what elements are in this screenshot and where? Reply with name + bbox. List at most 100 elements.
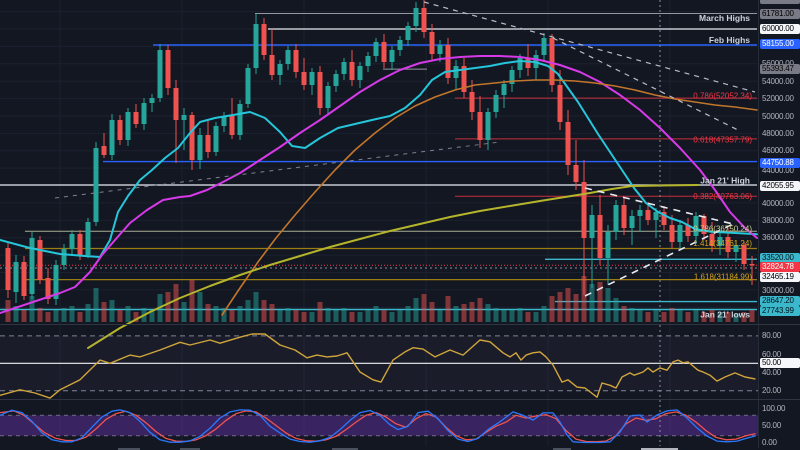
candle-body	[405, 26, 411, 40]
candle-body	[21, 262, 27, 296]
price-tick: 30000.00	[762, 285, 794, 295]
fib-label: 1.414(34761.24)	[693, 239, 752, 248]
volume-bar	[533, 312, 539, 322]
candle-body	[221, 116, 227, 126]
candle-body	[117, 120, 123, 140]
price-level-lines	[0, 13, 757, 311]
time-tick-stub	[553, 448, 571, 450]
price-axis[interactable]: 56000.00 54000.00 52000.00 50000.00 48000.00…	[758, 0, 800, 450]
fib-label: 0.786(52052.34)	[693, 92, 752, 101]
volume-bar	[205, 304, 211, 322]
price-label-box: 32824.78	[760, 261, 800, 272]
volume-bar	[389, 312, 395, 322]
volume-bar	[573, 294, 579, 322]
volume-bar	[93, 288, 99, 322]
candle-body	[133, 112, 139, 124]
volume-bar	[717, 312, 723, 322]
time-axis[interactable]	[0, 448, 800, 450]
volume-bar	[701, 312, 707, 322]
volume-bar	[589, 284, 595, 322]
volume-bar	[565, 288, 571, 322]
trendline[interactable]	[552, 37, 741, 132]
trendline[interactable]	[54, 141, 501, 199]
volume-bar	[77, 312, 83, 322]
candle-body	[197, 135, 203, 160]
volume-bar	[693, 310, 699, 322]
trendline[interactable]	[584, 223, 734, 297]
volume-bar	[477, 298, 483, 322]
trendline[interactable]	[423, 1, 756, 93]
candle-body	[69, 234, 75, 249]
volume-bar	[293, 310, 299, 322]
candle-body	[509, 70, 515, 84]
fib-label: 1.618(31184.99)	[694, 273, 752, 282]
price-label-box: 32465.19	[760, 271, 800, 282]
candle-body	[125, 112, 131, 140]
price-tick: 46000.00	[762, 146, 794, 156]
ma-200-yellow[interactable]	[87, 184, 699, 349]
volume-bar	[101, 302, 107, 322]
side-label: Jan 21' lows	[700, 310, 750, 320]
price-tick: 100.00	[762, 404, 786, 413]
candle-body	[541, 38, 547, 55]
candle-body	[293, 50, 299, 72]
volume-bar	[405, 306, 411, 322]
volume-bar	[749, 310, 755, 322]
candle-body	[421, 8, 427, 32]
ma-100-orange[interactable]	[221, 79, 758, 316]
volume-bar	[85, 304, 91, 322]
price-tick: 44000.00	[762, 165, 794, 175]
candle-body	[301, 72, 307, 85]
candle-body	[741, 245, 747, 264]
ma-50-magenta[interactable]	[0, 55, 758, 314]
panel-resize-handle-rsi[interactable]	[0, 324, 800, 325]
volume-bar	[213, 306, 219, 322]
rsi-line	[0, 333, 756, 399]
candle-body	[429, 32, 435, 54]
chart-labels: March Highs Feb Highs Jan 21' High Jan 21' …	[693, 13, 752, 320]
candle-body	[309, 72, 315, 85]
candle-body	[557, 85, 563, 122]
candle-body	[709, 234, 715, 246]
candle-body	[597, 215, 603, 258]
trendlines	[54, 1, 756, 297]
volume-bar	[229, 310, 235, 322]
volume-bar	[189, 280, 195, 322]
candle-body	[365, 56, 371, 66]
volume-bar	[605, 288, 611, 322]
volume-bar	[541, 306, 547, 322]
candle-body	[501, 84, 507, 95]
ma-fast-teal[interactable]	[0, 60, 758, 258]
volume-bar	[125, 306, 131, 322]
volume-bar	[221, 308, 227, 322]
candle-body	[229, 116, 235, 135]
candle-body	[93, 148, 99, 222]
candle-body	[381, 42, 387, 62]
time-tick-stub	[332, 448, 358, 450]
volume-bar	[365, 310, 371, 322]
volume-bar	[165, 292, 171, 322]
volume-bar	[45, 312, 51, 322]
price-tick: 36000.00	[762, 233, 794, 243]
volume-bar	[53, 310, 59, 322]
candle-body	[285, 50, 291, 64]
candle-body	[661, 212, 667, 225]
volume-bar	[501, 310, 507, 322]
candle-body	[349, 62, 355, 80]
chart-canvas[interactable]: March Highs Feb Highs Jan 21' High Jan 21' …	[0, 0, 758, 450]
price-tick: 40.00	[762, 368, 782, 377]
fib-label: 0.786(36750.24)	[693, 225, 752, 234]
candle-body	[437, 45, 443, 54]
candle-body	[485, 112, 491, 140]
volume-bar	[741, 312, 747, 322]
volume-bar	[397, 310, 403, 322]
time-tick-stub	[118, 448, 140, 450]
candle-body	[621, 205, 627, 228]
candle-body	[373, 42, 379, 56]
panel-resize-handle-stoch[interactable]	[0, 399, 800, 400]
candle-body	[181, 115, 187, 120]
volume-bar	[245, 300, 251, 322]
candle-body	[725, 237, 731, 252]
volume-bar	[653, 310, 659, 322]
candle-body	[165, 50, 171, 88]
